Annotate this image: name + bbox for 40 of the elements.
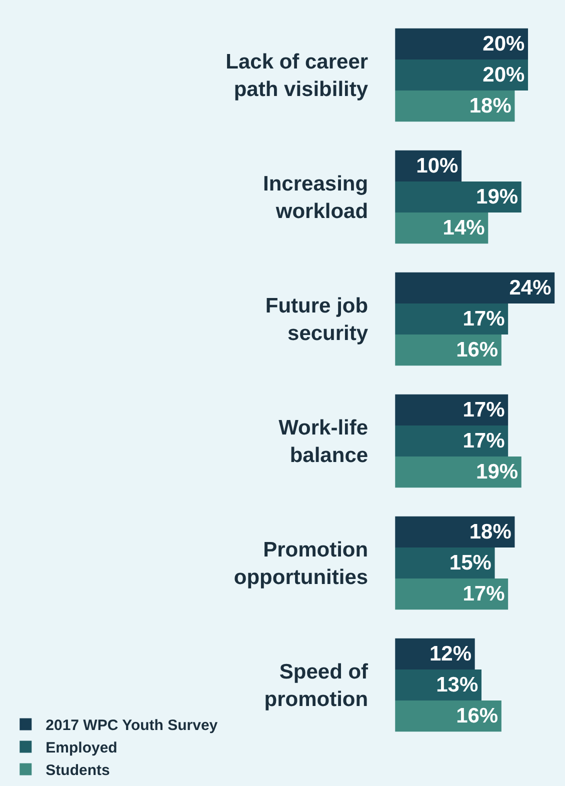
data-label: 14% — [442, 216, 486, 240]
bar — [395, 334, 502, 366]
bar — [395, 578, 508, 610]
bar — [395, 28, 528, 60]
data-label: 16% — [456, 704, 498, 728]
y-tick-label: Speed of promotion — [264, 660, 370, 711]
data-label: 17% — [462, 308, 506, 331]
data-label: 15% — [449, 552, 492, 574]
y-tick-label: Increasing workload — [263, 172, 368, 223]
data-label: 18% — [469, 520, 512, 544]
bar — [395, 516, 515, 548]
data-label: 12% — [429, 642, 472, 666]
data-label: 13% — [436, 674, 478, 697]
bar — [395, 181, 522, 213]
data-label: 17% — [462, 430, 506, 453]
bar — [395, 394, 508, 426]
bar — [395, 700, 502, 732]
bar — [395, 272, 555, 304]
bar — [395, 59, 528, 91]
y-tick-label: Lack of career path visibility — [226, 50, 368, 101]
bar — [395, 425, 508, 457]
data-label: 20% — [482, 64, 526, 87]
data-label: 24% — [509, 276, 552, 300]
data-label: 16% — [456, 338, 498, 362]
legend-label: Employed — [46, 740, 118, 757]
y-tick-label: Promotion opportunities — [234, 538, 368, 589]
data-label: 17% — [462, 582, 506, 606]
data-label: 10% — [416, 154, 459, 178]
bar — [395, 456, 522, 488]
data-label: 19% — [476, 460, 518, 484]
data-label: 18% — [469, 94, 512, 118]
data-label: 17% — [462, 398, 506, 422]
legend-label: 2017 WPC Youth Survey — [46, 717, 218, 734]
y-tick-label: Work-life balance — [278, 416, 368, 467]
bar — [395, 90, 515, 122]
bar — [395, 303, 508, 335]
y-tick-label: Future job security — [265, 294, 368, 345]
legend-label: Students — [46, 762, 110, 780]
data-label: 20% — [482, 32, 526, 56]
data-label: 19% — [476, 186, 518, 209]
